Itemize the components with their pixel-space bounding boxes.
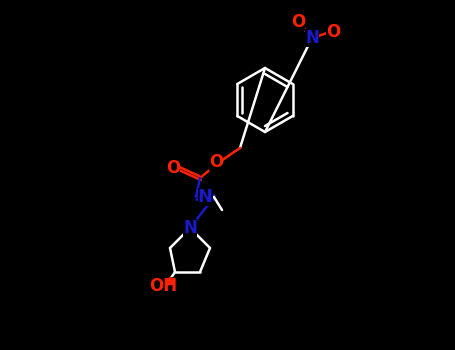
Text: OH: OH	[149, 277, 177, 295]
Text: N: N	[197, 188, 212, 206]
Text: O: O	[209, 153, 223, 171]
Text: N: N	[305, 29, 319, 47]
Text: O: O	[326, 23, 340, 41]
Text: N: N	[183, 219, 197, 237]
Text: O: O	[291, 13, 305, 31]
Text: O: O	[166, 159, 180, 177]
